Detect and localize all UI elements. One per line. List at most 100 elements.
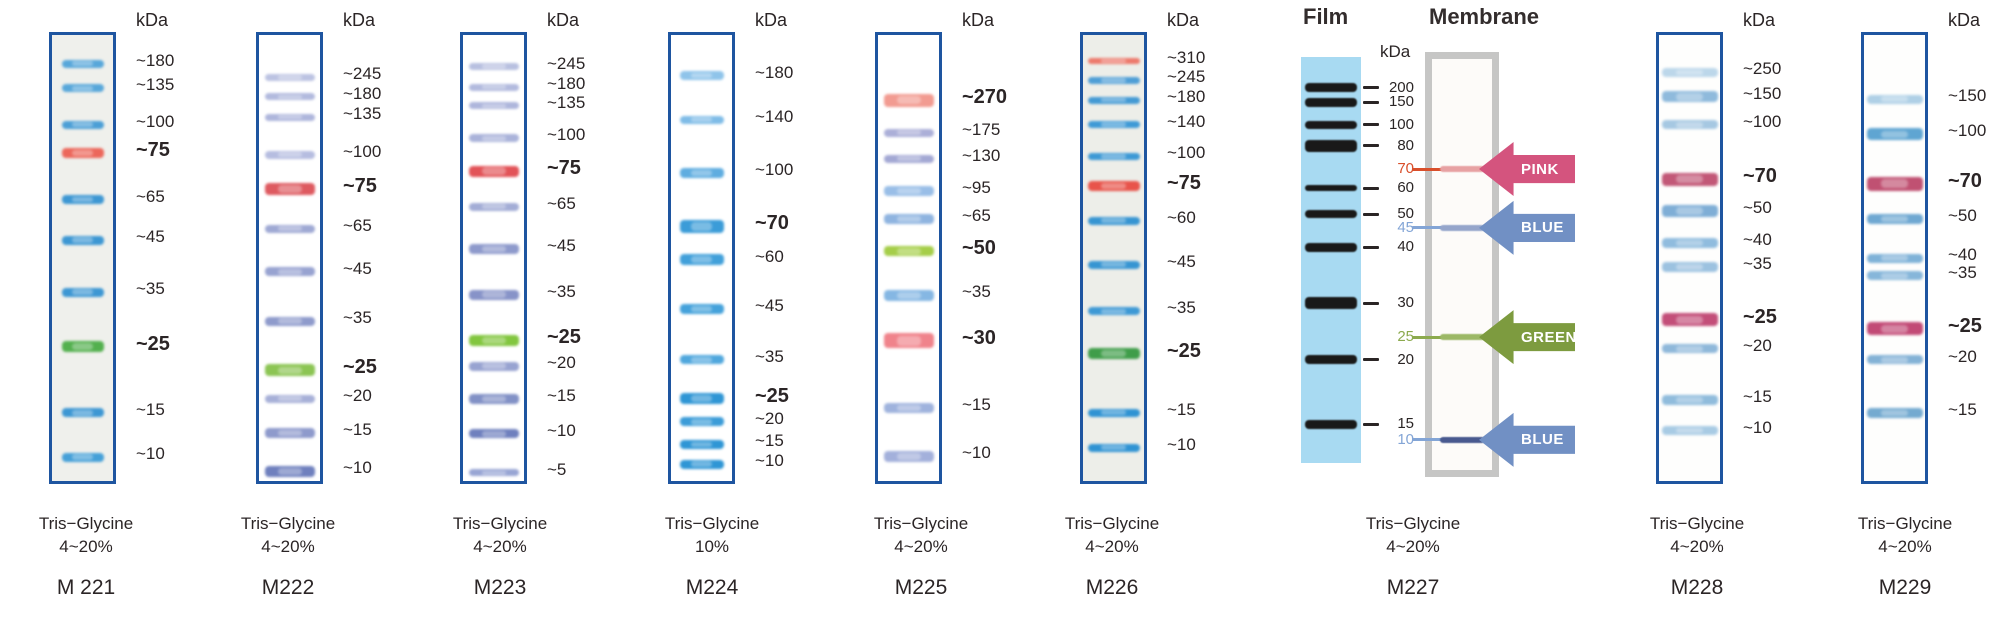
- band-label-100: ~100: [1948, 121, 1987, 141]
- film-scale-label-200: 200: [1388, 78, 1414, 96]
- band-label-45: ~45: [136, 227, 165, 247]
- band-65: [61, 195, 104, 205]
- band-label-50: ~50: [962, 237, 996, 260]
- kda-unit-label: kDa: [1948, 10, 1981, 30]
- gel-percent-text: 4~20%: [1670, 537, 1724, 556]
- gel-lane-m221: [49, 32, 116, 484]
- band-label-20: ~20: [1948, 346, 1977, 366]
- membrane-band-45: [1440, 224, 1485, 231]
- band-130: [883, 154, 934, 163]
- gel-buffer-text: Tris−Glycine: [1649, 514, 1745, 533]
- band-label-65: ~65: [136, 186, 165, 206]
- tick-30: [1363, 301, 1379, 305]
- band-label-100: ~100: [547, 125, 586, 145]
- band-label-130: ~130: [962, 145, 1001, 165]
- band-10: [61, 452, 104, 462]
- band-label-75: ~75: [547, 157, 581, 180]
- band-label-135: ~135: [136, 75, 175, 95]
- film-scale-label-150: 150: [1388, 93, 1414, 111]
- band-100: [61, 120, 104, 129]
- band-label-70: ~70: [1743, 165, 1777, 188]
- band-label-15: ~15: [1743, 387, 1772, 407]
- membrane-band-10: [1440, 436, 1485, 443]
- band-label-50: ~50: [1948, 205, 1977, 225]
- connector-45: [1412, 226, 1442, 230]
- band-label-25: ~25: [343, 356, 377, 379]
- band-100: [1866, 128, 1923, 141]
- membrane-frame: [1425, 52, 1499, 477]
- band-label-35: ~35: [1743, 253, 1772, 273]
- band-label-25: ~25: [755, 384, 789, 407]
- gel-type-label: Tris−Glycine 4~20%: [0, 512, 176, 558]
- band-label-100: ~100: [136, 111, 175, 131]
- band-label-20: ~20: [547, 353, 576, 373]
- lane-name-m227: M227: [1386, 576, 1440, 599]
- kda-unit-label: kDa: [136, 10, 169, 30]
- film-scale-label-30: 30: [1397, 294, 1414, 312]
- band-label-30: ~30: [962, 326, 996, 349]
- tick-80: [1363, 144, 1379, 148]
- lane-name-m221: M 221: [56, 576, 116, 599]
- band-40: [1661, 238, 1718, 249]
- arrow-label: BLUE: [1521, 219, 1564, 237]
- band-label-180: ~180: [547, 74, 586, 94]
- band-label-70: ~70: [755, 212, 789, 235]
- band-250: [1661, 67, 1718, 77]
- gel-type-label: Tris−Glycine 4~20%: [831, 512, 1011, 558]
- band-label-20: ~20: [343, 385, 372, 405]
- band-65: [264, 224, 315, 233]
- band-label-40: ~40: [1948, 245, 1977, 264]
- band-label-25: ~25: [547, 326, 581, 349]
- band-label-60: ~60: [1167, 207, 1196, 227]
- band-45: [468, 244, 519, 255]
- band-15: [264, 427, 315, 438]
- band-180: [1087, 96, 1140, 104]
- film-band-50: [1305, 210, 1357, 219]
- band-25: [468, 334, 519, 346]
- lane-name-m226: M226: [1085, 576, 1139, 599]
- band-70: [1866, 176, 1923, 191]
- band-25: [1087, 348, 1140, 360]
- band-180: [61, 59, 104, 68]
- band-25: [1661, 313, 1718, 327]
- gel-type-label: Tris−Glycine 4~20%: [1815, 512, 1995, 558]
- band-245: [264, 73, 315, 81]
- gel-percent-text: 4~20%: [1085, 537, 1139, 556]
- lane-name-m224: M224: [685, 576, 739, 599]
- band-label-245: ~245: [343, 64, 382, 84]
- band-245: [468, 63, 519, 71]
- band-label-20: ~20: [755, 408, 784, 428]
- band-65: [883, 213, 934, 224]
- tick-50: [1363, 212, 1379, 216]
- film-scale-label-15: 15: [1397, 415, 1414, 433]
- lane-name-m225: M225: [894, 576, 948, 599]
- band-135: [61, 84, 104, 93]
- film-scale-label-25: 25: [1397, 328, 1414, 346]
- band-10: [1087, 443, 1140, 452]
- band-135: [264, 113, 315, 121]
- gel-type-label: Tris−Glycine 10%: [622, 512, 802, 558]
- film-scale-label-100: 100: [1388, 115, 1414, 133]
- gel-percent-text: 10%: [694, 537, 730, 556]
- band-35: [1866, 271, 1923, 281]
- band-label-175: ~175: [962, 119, 1001, 139]
- arrow-label: GREEN: [1521, 328, 1577, 346]
- film-scale-label-60: 60: [1397, 179, 1414, 197]
- tick-100: [1363, 123, 1379, 127]
- band-label-40: ~40: [1743, 230, 1772, 250]
- band-20: [468, 361, 519, 371]
- band-label-150: ~150: [1948, 86, 1987, 106]
- band-20: [264, 394, 315, 403]
- band-140: [1087, 121, 1140, 129]
- film-band-100: [1305, 120, 1357, 129]
- band-label-180: ~180: [755, 62, 794, 82]
- film-scale-label-10: 10: [1397, 430, 1414, 448]
- connector-70: [1412, 167, 1442, 171]
- tick-15: [1363, 422, 1379, 426]
- band-245: [1087, 76, 1140, 84]
- band-140: [679, 115, 724, 124]
- band-10: [679, 459, 724, 469]
- band-label-10: ~10: [1167, 434, 1196, 454]
- band-label-15: ~15: [755, 431, 784, 451]
